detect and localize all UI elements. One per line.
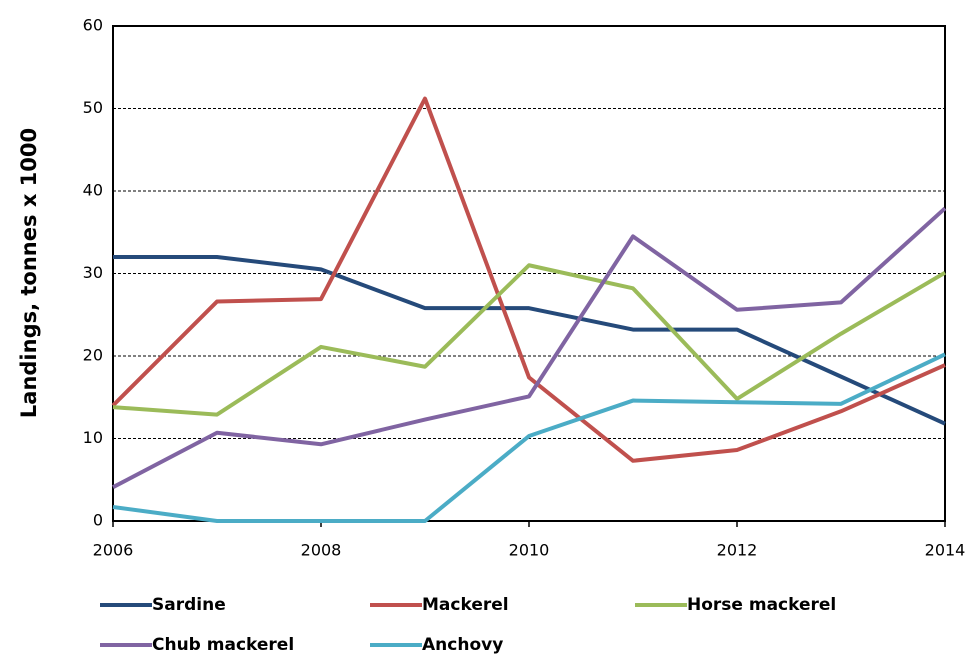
- legend-text: Sardine: [152, 595, 226, 615]
- x-tick-label: 2014: [925, 541, 966, 560]
- legend-text: Chub mackerel: [152, 635, 294, 655]
- y-tick-label: 0: [93, 511, 103, 530]
- x-tick-label: 2006: [93, 541, 134, 560]
- y-tick-label: 20: [83, 346, 103, 365]
- series-line: [112, 352, 946, 523]
- y-tick-label: 60: [83, 16, 103, 35]
- x-tick-label: 2012: [717, 541, 758, 560]
- legend-text: Mackerel: [422, 595, 509, 615]
- series-line: [112, 206, 947, 489]
- x-tick-label: 2008: [301, 541, 342, 560]
- series-line: [113, 255, 946, 426]
- legend-text: Anchovy: [422, 635, 503, 655]
- y-axis-label: Landings, tonnes x 1000: [17, 128, 41, 418]
- y-tick-label: 50: [83, 98, 103, 117]
- x-tick-label: 2010: [509, 541, 550, 560]
- series-line: [111, 96, 946, 463]
- y-tick-label: 40: [83, 181, 103, 200]
- legend-text: Horse mackerel: [687, 595, 836, 615]
- series-line: [112, 263, 947, 417]
- y-tick-label: 10: [83, 428, 103, 447]
- y-tick-label: 30: [83, 263, 103, 282]
